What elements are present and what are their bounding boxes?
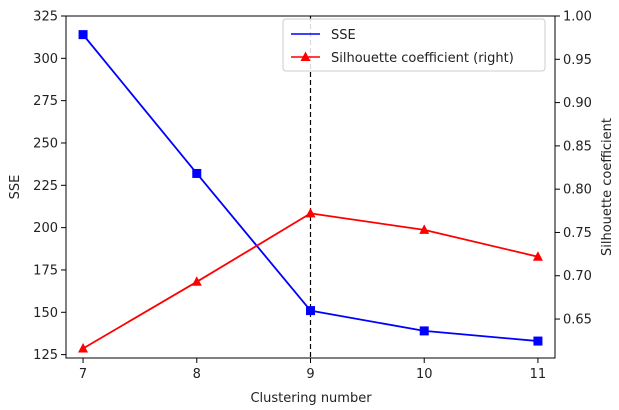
legend: SSE Silhouette coefficient (right) <box>282 18 546 72</box>
point-sse-10 <box>419 326 429 336</box>
x-tick-label-10: 10 <box>416 367 433 382</box>
left-tick-label-175: 175 <box>33 263 58 278</box>
right-tick-label-0.85: 0.85 <box>563 139 592 154</box>
point-sse-7 <box>78 30 88 40</box>
left-tick-label-325: 325 <box>33 10 58 25</box>
legend-silhouette-marker <box>300 51 311 61</box>
x-axis-label: Clustering number <box>250 391 372 406</box>
left-tick-label-225: 225 <box>33 179 58 194</box>
point-silhouette-11 <box>532 251 543 261</box>
right-tick-label-0.95: 0.95 <box>563 53 592 68</box>
x-tick-label-8: 8 <box>193 367 201 382</box>
left-tick-label-300: 300 <box>33 52 58 67</box>
legend-silhouette-label: Silhouette coefficient (right) <box>331 51 514 66</box>
right-tick-label-1.00: 1.00 <box>563 10 592 25</box>
left-tick-label-125: 125 <box>33 348 58 363</box>
right-tick-label-0.90: 0.90 <box>563 96 592 111</box>
right-axis-label: Silhouette coefficient <box>600 118 615 256</box>
left-tick-label-200: 200 <box>33 221 58 236</box>
legend-sse-label: SSE <box>331 28 356 43</box>
point-silhouette-10 <box>419 224 430 234</box>
right-tick-label-0.65: 0.65 <box>563 313 592 328</box>
right-tick-label-0.80: 0.80 <box>563 183 592 198</box>
left-tick-label-150: 150 <box>33 306 58 321</box>
point-silhouette-8 <box>191 276 202 286</box>
left-axis-label: SSE <box>8 175 23 200</box>
x-tick-label-9: 9 <box>306 367 314 382</box>
right-tick-label-0.70: 0.70 <box>563 269 592 284</box>
legend-box <box>282 18 546 72</box>
right-tick-label-0.75: 0.75 <box>563 226 592 241</box>
point-silhouette-7 <box>78 342 89 353</box>
x-tick-label-11: 11 <box>530 367 547 382</box>
point-sse-9 <box>306 306 315 316</box>
point-sse-11 <box>533 336 543 346</box>
x-tick-label-7: 7 <box>79 367 87 382</box>
left-tick-label-275: 275 <box>33 94 58 109</box>
left-tick-label-250: 250 <box>33 136 58 151</box>
point-sse-8 <box>192 168 202 178</box>
point-silhouette-9 <box>305 207 316 218</box>
